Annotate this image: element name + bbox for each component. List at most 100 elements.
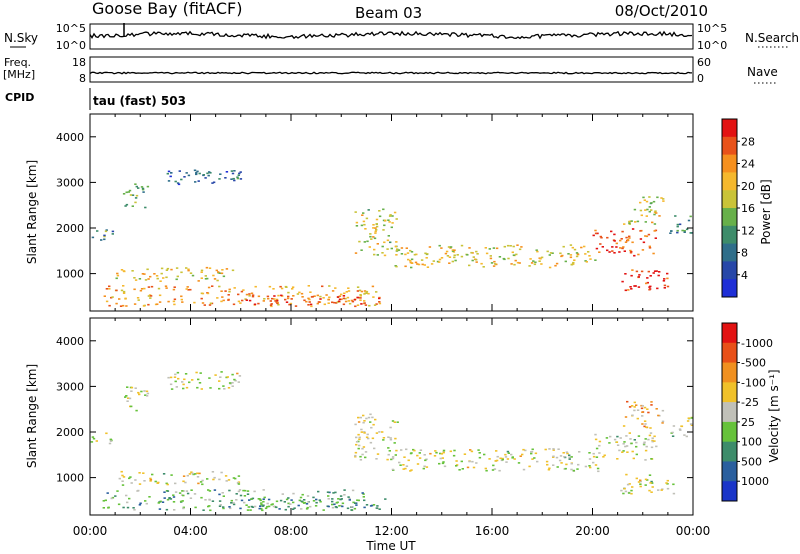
echo-pixel [350, 299, 354, 302]
colorbar-tick-label: 16 [741, 202, 755, 215]
echo-pixel [625, 473, 628, 476]
echo-pixel [209, 509, 212, 512]
echo-pixel [187, 174, 191, 177]
echo-pixel [650, 491, 653, 493]
echo-pixel [630, 442, 633, 445]
colorbar-tick-label: 100 [741, 436, 762, 449]
power-x-ticks [89, 114, 694, 311]
echo-pixel [272, 288, 275, 290]
echo-pixel [249, 509, 252, 511]
echo-pixel [570, 468, 573, 471]
echo-pixel [387, 447, 390, 449]
echo-pixel [174, 180, 177, 183]
echo-pixel [689, 423, 693, 425]
echo-pixel [263, 298, 266, 300]
echo-pixel [195, 371, 198, 374]
echo-pixel [258, 498, 262, 500]
echo-pixel [587, 251, 590, 253]
echo-pixel [251, 295, 255, 298]
echo-pixel [633, 254, 636, 257]
echo-pixel [369, 233, 372, 235]
echo-pixel [200, 271, 203, 273]
echo-pixel [225, 480, 228, 482]
echo-pixel [365, 290, 369, 293]
echo-pixel [646, 281, 649, 284]
echo-pixel [197, 180, 200, 182]
echo-pixel [584, 253, 587, 255]
echo-pixel [410, 262, 413, 264]
echo-pixel [358, 436, 361, 439]
echo-pixel [185, 490, 189, 492]
echo-pixel [338, 505, 341, 507]
echo-pixel [234, 477, 237, 480]
echo-pixel [621, 280, 624, 283]
echo-pixel [275, 500, 279, 503]
echo-pixel [624, 273, 627, 275]
echo-pixel [337, 498, 340, 500]
echo-pixel [182, 480, 185, 483]
echo-pixel [442, 451, 445, 454]
echo-pixel [442, 461, 445, 463]
echo-pixel [140, 390, 143, 393]
echo-pixel [395, 254, 398, 256]
echo-pixel [651, 440, 654, 443]
echo-pixel [514, 259, 517, 262]
nsky-left-tick-top: 10^5 [56, 22, 86, 35]
echo-pixel [342, 295, 346, 297]
echo-pixel [147, 286, 151, 288]
echo-pixel [531, 448, 534, 451]
echo-pixel [468, 247, 471, 249]
echo-pixel [134, 197, 138, 199]
echo-pixel [307, 304, 310, 306]
echo-pixel [375, 507, 378, 509]
echo-pixel [655, 408, 658, 410]
echo-pixel [346, 507, 350, 510]
echo-pixel [208, 498, 211, 501]
echo-pixel [663, 278, 666, 280]
echo-pixel [391, 215, 394, 217]
echo-pixel [460, 244, 464, 247]
echo-pixel [218, 478, 221, 481]
echo-pixel [391, 468, 395, 471]
echo-pixel [340, 293, 343, 296]
echo-pixel [626, 483, 630, 486]
echo-pixel [300, 500, 303, 503]
echo-pixel [463, 453, 467, 455]
echo-pixel [294, 305, 298, 307]
echo-pixel [221, 269, 224, 271]
echo-pixel [495, 450, 498, 452]
echo-pixel [395, 249, 399, 252]
echo-pixel [201, 292, 205, 295]
nave-label: Nave [747, 65, 778, 79]
echo-pixel [218, 505, 222, 507]
echo-pixel [360, 428, 363, 431]
echo-pixel [501, 458, 504, 461]
echo-pixel [207, 174, 210, 177]
echo-pixel [126, 400, 129, 402]
echo-pixel [204, 278, 208, 280]
echo-pixel [246, 509, 250, 511]
echo-pixel [506, 458, 510, 460]
echo-pixel [214, 374, 217, 376]
echo-pixel [211, 182, 214, 184]
echo-pixel [259, 499, 262, 502]
echo-pixel [389, 241, 392, 244]
echo-pixel [630, 489, 633, 492]
echo-pixel [410, 266, 413, 269]
echo-pixel [429, 452, 432, 455]
echo-pixel [644, 221, 647, 223]
echo-pixel [626, 239, 630, 242]
colorbar-segment [722, 441, 737, 462]
echo-pixel [182, 506, 185, 509]
echo-pixel [611, 246, 614, 248]
echo-pixel [633, 439, 636, 441]
nsky-left-tick-bottom: 10^0 [56, 39, 86, 52]
echo-pixel [123, 270, 126, 273]
echo-pixel [139, 289, 143, 292]
echo-pixel [277, 294, 280, 297]
echo-pixel [127, 191, 130, 193]
echo-pixel [568, 454, 571, 457]
freq-label: Freq. [4, 56, 31, 69]
colorbar-segment [722, 421, 737, 443]
echo-pixel [177, 183, 181, 186]
